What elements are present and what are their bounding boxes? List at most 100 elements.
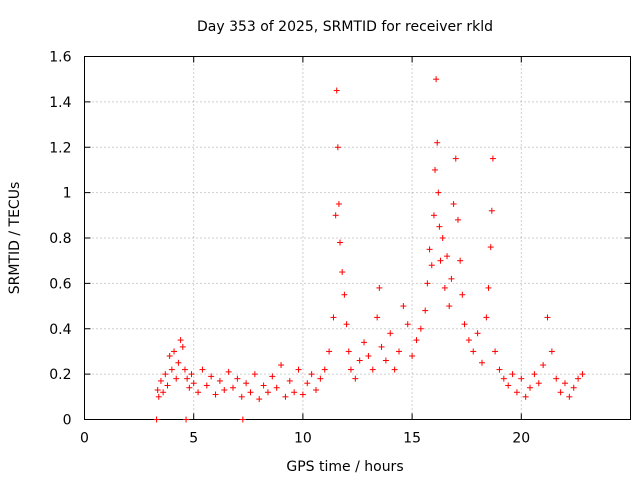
y-axis: 0 0.2 0.4 0.6 0.8 1 1.2 1.4 1.6 [49, 50, 631, 429]
data-point [376, 284, 383, 291]
data-point [326, 348, 333, 355]
data-point [439, 235, 446, 241]
data-point [153, 416, 160, 423]
data-point [454, 216, 461, 223]
data-point [212, 391, 219, 398]
data-point [186, 384, 193, 391]
data-point [183, 416, 190, 423]
data-point [234, 375, 241, 382]
data-point [448, 275, 455, 282]
data-point [400, 303, 407, 310]
data-point [247, 389, 254, 396]
data-points [153, 76, 586, 423]
y-axis-title: SRMTID / TECUs [7, 182, 23, 295]
x-tick-label: 0 [80, 431, 89, 447]
data-point [518, 375, 525, 382]
data-point [369, 366, 376, 373]
x-axis-title: GPS time / hours [286, 459, 403, 475]
data-point [374, 314, 381, 321]
data-point [531, 371, 538, 378]
data-point [225, 368, 232, 375]
data-point [432, 166, 439, 173]
data-point [175, 359, 182, 366]
data-point [260, 382, 267, 389]
data-point [575, 375, 582, 382]
data-point [579, 371, 586, 378]
data-point [166, 352, 173, 359]
data-point [436, 223, 443, 230]
data-point [540, 362, 547, 369]
data-point [382, 357, 389, 364]
data-point [489, 155, 496, 162]
data-point [570, 384, 577, 391]
data-point [208, 373, 215, 380]
data-point [295, 366, 302, 373]
y-tick-label: 0.6 [49, 276, 71, 292]
data-point [434, 139, 441, 146]
data-point [459, 291, 466, 298]
data-point [239, 416, 246, 423]
data-point [505, 382, 512, 389]
x-tick-label: 20 [512, 431, 530, 447]
data-point [339, 269, 346, 276]
data-point [269, 373, 276, 380]
data-point [422, 307, 429, 314]
data-point [308, 371, 315, 378]
data-point [282, 393, 289, 400]
data-point [478, 359, 485, 366]
y-tick-label: 0.4 [49, 322, 71, 338]
data-point [391, 366, 398, 373]
data-point [548, 348, 555, 355]
data-point [304, 380, 311, 387]
data-point [500, 375, 507, 382]
data-point [347, 366, 354, 373]
data-point [333, 87, 340, 94]
data-point [334, 144, 341, 151]
data-point [184, 375, 191, 382]
data-point [341, 291, 348, 298]
data-point [488, 207, 495, 214]
data-point [188, 371, 195, 378]
data-point [154, 387, 161, 394]
data-point [378, 343, 385, 350]
data-point [335, 200, 342, 207]
data-point [457, 257, 464, 264]
data-point [256, 396, 263, 403]
data-point [273, 384, 280, 391]
data-point [162, 371, 169, 378]
data-point [444, 253, 451, 260]
data-point [409, 352, 416, 359]
data-point [264, 389, 271, 396]
data-point [332, 212, 339, 219]
data-point [544, 314, 551, 321]
data-point [330, 314, 337, 321]
data-point [164, 382, 171, 389]
data-point [430, 212, 437, 219]
data-point [566, 393, 573, 400]
data-point [230, 384, 237, 391]
data-point [352, 375, 359, 382]
data-point [492, 348, 499, 355]
data-point [299, 391, 306, 398]
data-point [365, 352, 372, 359]
y-tick-label: 1.6 [49, 50, 71, 66]
data-point [199, 366, 206, 373]
data-point [535, 380, 542, 387]
data-point [173, 375, 180, 382]
data-point [243, 380, 250, 387]
data-point [435, 189, 442, 196]
data-point [553, 375, 560, 382]
data-point [485, 284, 492, 291]
y-tick-label: 1.4 [49, 95, 71, 111]
y-tick-label: 0.2 [49, 367, 71, 383]
data-point [437, 257, 444, 264]
data-point [171, 348, 178, 355]
data-point [413, 337, 420, 344]
data-point [337, 239, 344, 246]
data-point [190, 380, 197, 387]
data-point [509, 371, 516, 378]
data-point [160, 389, 167, 396]
x-axis: 0 5 10 15 20 [80, 56, 530, 447]
data-point [404, 321, 411, 328]
